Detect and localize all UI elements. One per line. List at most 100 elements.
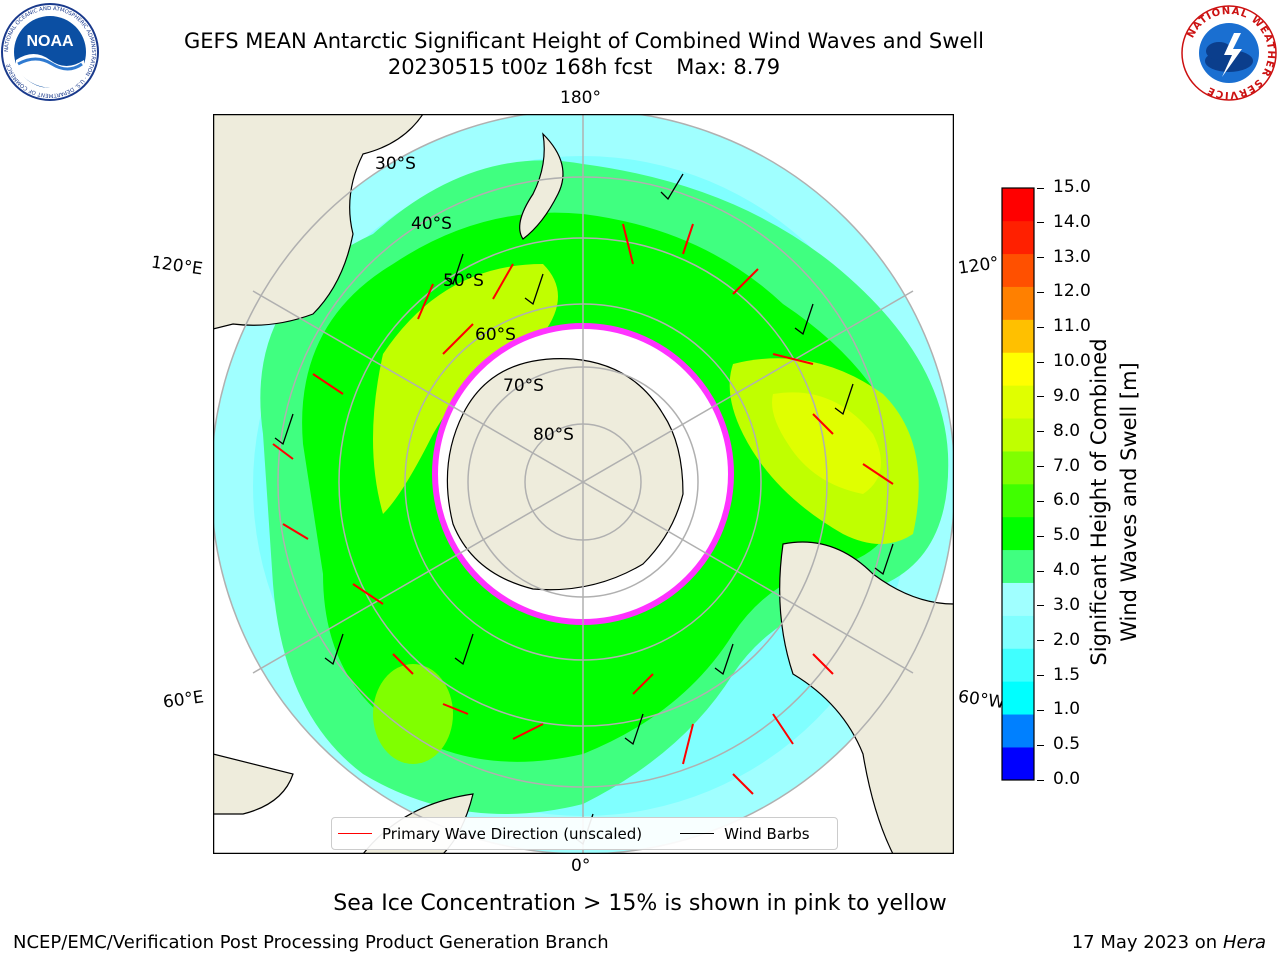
map-border: [213, 114, 954, 854]
legend-swatch-red: [338, 833, 372, 834]
footer-host: Hera: [1222, 932, 1266, 953]
colorbar-bin: [1002, 188, 1034, 222]
graticule: [213, 114, 954, 854]
colorbar-bin: [1002, 648, 1034, 682]
colorbar-tick-mark: [1037, 744, 1044, 746]
map-panel: 30°S 40°S 50°S 60°S 70°S 80°S: [213, 114, 954, 854]
lat-label-50s: 50°S: [443, 271, 484, 291]
colorbar-tick-label: 12.0: [1053, 281, 1091, 302]
colorbar-title-line2: Wind Waves and Swell [m]: [1117, 362, 1141, 642]
colorbar-tick-mark: [1037, 605, 1044, 607]
lon-label-upper-right: 120°: [956, 253, 1001, 279]
lon-label-lower-right: 60°W: [956, 686, 1007, 714]
colorbar-tick-label: 6.0: [1053, 490, 1081, 511]
run-info: 20230515 t00z 168h fcst: [387, 55, 653, 79]
colorbar-tick-label: 0.0: [1053, 769, 1081, 789]
colorbar-bin: [1002, 681, 1034, 715]
colorbar-tick-mark: [1037, 500, 1044, 502]
colorbar-tick-mark: [1037, 396, 1044, 398]
colorbar-tick-label: 5.0: [1053, 525, 1081, 546]
colorbar-tick-label: 1.0: [1053, 699, 1081, 720]
map-legend: Primary Wave Direction (unscaled) Wind B…: [331, 817, 838, 850]
colorbar-tick-label: 2.0: [1053, 629, 1081, 650]
lat-label-80s: 80°S: [533, 425, 574, 445]
colorbar-bin: [1002, 484, 1034, 518]
colorbar-bin: [1002, 582, 1034, 616]
wave-field-max: [772, 392, 881, 494]
lon-label-top: 180°: [560, 88, 601, 108]
colorbar-title-line1: Significant Height of Combined: [1087, 338, 1111, 666]
colorbar-bin: [1002, 615, 1034, 649]
colorbar-bin: [1002, 385, 1034, 419]
colorbar-bin: [1002, 220, 1034, 255]
colorbar-tick-mark: [1037, 709, 1044, 711]
wave-field-swell-west: [373, 264, 558, 514]
legend-item-wind-barbs: Wind Barbs: [674, 824, 810, 843]
colorbar-tick-mark: [1037, 431, 1044, 433]
legend-swatch-black: [680, 833, 715, 834]
colorbar-tick-label: 10.0: [1053, 351, 1091, 372]
lat-label-40s: 40°S: [411, 214, 452, 234]
wave-field-sw: [373, 664, 453, 764]
legend-item-wave-direction: Primary Wave Direction (unscaled): [332, 825, 642, 843]
colorbar-tick-mark: [1037, 675, 1044, 677]
lon-label-upper-left: 120°E: [149, 252, 204, 280]
colorbar-tick-label: 4.0: [1053, 560, 1081, 581]
colorbar-tick-mark: [1037, 361, 1044, 363]
colorbar-tick-mark: [1037, 466, 1044, 468]
colorbar-tick-mark: [1037, 640, 1044, 642]
colorbar-bin: [1002, 253, 1034, 287]
new-zealand-land: [519, 132, 564, 240]
legend-label-wave-direction: Primary Wave Direction (unscaled): [382, 824, 643, 843]
colorbar-tick-mark: [1037, 326, 1044, 328]
antarctica-land: [446, 358, 684, 591]
colorbar-bin: [1002, 714, 1034, 748]
colorbar-tick-label: 8.0: [1053, 420, 1081, 441]
footer-branch: NCEP/EMC/Verification Post Processing Pr…: [13, 932, 609, 953]
colorbar-tick-mark: [1037, 187, 1044, 189]
chart-subtitle: 20230515 t00z 168h fcst Max: 8.79: [0, 54, 1168, 80]
colorbar-tick-mark: [1037, 535, 1044, 537]
colorbar-tick-label: 14.0: [1053, 211, 1091, 232]
nws-logo: NATIONAL WEATHER SERVICE: [1181, 5, 1277, 101]
noaa-logo: NOAA NATIONAL OCEANIC AND ATMOSPHERIC AD…: [1, 3, 99, 101]
wind-barbs: [274, 173, 894, 846]
footer-date: 17 May 2023 on Hera: [1072, 932, 1266, 953]
noaa-text: NOAA: [26, 33, 74, 50]
colorbar-bin: [1002, 549, 1034, 583]
colorbar-tick-label: 15.0: [1053, 177, 1091, 197]
colorbar-tick-mark: [1037, 570, 1044, 572]
lat-label-30s: 30°S: [375, 154, 416, 174]
colorbar-tick-label: 7.0: [1053, 455, 1081, 476]
colorbar-bin: [1002, 352, 1034, 386]
legend-label-wind-barbs: Wind Barbs: [724, 824, 810, 843]
colorbar-bin: [1002, 418, 1034, 452]
madagascar-land: [213, 753, 294, 815]
south-america-land: [779, 541, 954, 854]
colorbar-tick-label: 11.0: [1053, 316, 1091, 337]
colorbar-tick-mark: [1037, 257, 1044, 259]
colorbar-bin: [1002, 286, 1034, 320]
chart-title: GEFS MEAN Antarctic Significant Height o…: [183, 29, 985, 53]
colorbar-tick-mark: [1037, 291, 1044, 293]
colorbar-title: Significant Height of Combined Wind Wave…: [1084, 322, 1144, 682]
max-info: Max: 8.79: [676, 55, 781, 79]
colorbar-bin: [1002, 451, 1034, 485]
lon-label-bottom: 0°: [571, 856, 591, 876]
footer-date-text: 17 May 2023 on: [1071, 932, 1218, 953]
colorbar-tick-label: 1.5: [1053, 664, 1081, 685]
sea-ice-caption: Sea Ice Concentration > 15% is shown in …: [333, 891, 947, 916]
lat-label-60s: 60°S: [475, 325, 516, 345]
colorbar-tick-mark: [1037, 779, 1044, 781]
colorbar-tick-label: 9.0: [1053, 385, 1081, 406]
colorbar-tick-mark: [1037, 222, 1044, 224]
colorbar-tick-label: 0.5: [1053, 734, 1081, 755]
colorbar-bin: [1002, 516, 1034, 551]
colorbar: [1001, 187, 1035, 781]
colorbar-bin: [1002, 747, 1034, 781]
wave-arrows: [272, 223, 894, 795]
lat-label-70s: 70°S: [503, 376, 544, 396]
lon-label-lower-left: 60°E: [161, 687, 206, 713]
colorbar-tick-label: 3.0: [1053, 594, 1081, 615]
colorbar-bin: [1002, 319, 1034, 353]
